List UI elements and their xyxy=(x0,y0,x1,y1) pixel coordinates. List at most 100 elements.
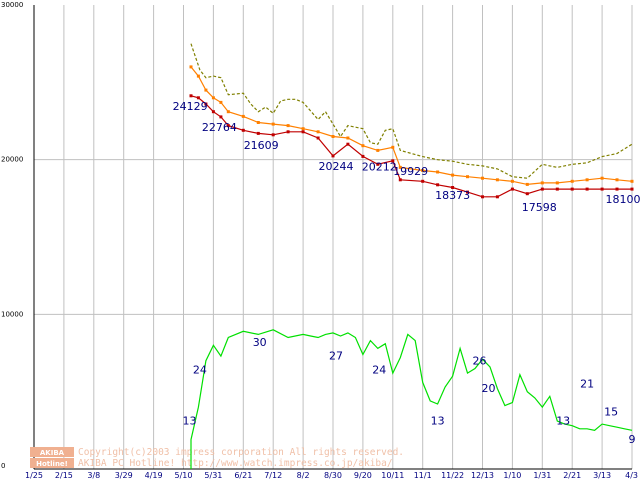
high-price-line xyxy=(190,43,633,179)
average-price-point xyxy=(301,127,305,131)
average-price-point xyxy=(256,121,260,124)
average-price-point xyxy=(331,135,335,138)
average-price-point xyxy=(226,110,230,114)
average-price-point xyxy=(219,100,223,104)
low-price-point xyxy=(615,187,619,191)
low-price-point xyxy=(286,130,290,134)
low-price-point xyxy=(361,154,365,158)
low-price-point xyxy=(525,192,529,196)
low-price-point xyxy=(570,187,574,191)
low-price-point xyxy=(495,195,499,199)
shop-count-line xyxy=(190,329,633,469)
x-tick-label: 9/20 xyxy=(354,471,372,480)
x-tick-label: 2/15 xyxy=(55,471,73,480)
low-price-point xyxy=(540,187,544,191)
low-price-point xyxy=(600,187,604,191)
average-price-point xyxy=(241,114,245,118)
average-price-point xyxy=(376,148,380,152)
low-price-point xyxy=(630,187,634,191)
y-tick-label: 20000 xyxy=(1,156,23,164)
count-data-label: 9 xyxy=(629,433,636,446)
low-price-point xyxy=(196,96,200,100)
logo-top-text: AKIBA xyxy=(40,449,65,457)
average-price-point xyxy=(398,165,402,169)
price-data-label: 17598 xyxy=(522,201,557,214)
average-price-point xyxy=(510,179,514,183)
low-price-point xyxy=(391,159,395,163)
average-price-point xyxy=(271,122,275,126)
copyright-text: Copyright(c)2003 impress corporation All… xyxy=(78,447,404,458)
price-data-label: 18373 xyxy=(435,189,470,202)
low-price-point xyxy=(451,186,455,189)
logo-bottom-text: Hotline! xyxy=(36,460,68,468)
average-price-point xyxy=(525,182,529,186)
average-price-point xyxy=(600,176,604,180)
axes xyxy=(33,5,632,470)
price-data-label: 24129 xyxy=(173,100,208,113)
count-data-label: 13 xyxy=(183,415,197,428)
average-price-point xyxy=(451,173,455,177)
price-data-label: 22764 xyxy=(202,121,237,134)
low-price-point xyxy=(398,178,402,182)
x-tick-label: 7/12 xyxy=(264,471,282,480)
average-price-point xyxy=(421,169,425,172)
price-data-label: 19929 xyxy=(393,165,428,178)
average-price-point xyxy=(196,74,200,78)
low-price-point xyxy=(211,110,215,114)
low-price-point xyxy=(226,124,230,128)
average-price-point xyxy=(361,144,365,148)
low-price-point xyxy=(301,130,305,134)
count-data-label: 26 xyxy=(473,354,487,367)
logo-bottom-box xyxy=(30,458,74,468)
price-data-label: 20244 xyxy=(319,160,354,173)
average-price-point xyxy=(495,178,499,182)
x-tick-label: 8/2 xyxy=(297,471,310,480)
grid-lines xyxy=(34,5,633,469)
site-url-text: AKIBA PC Hotline! http://www.watch.impre… xyxy=(78,458,393,469)
x-tick-label: 11/22 xyxy=(441,471,464,480)
average-price-point xyxy=(481,176,484,180)
low-price-point xyxy=(481,195,484,199)
x-tick-label: 1/25 xyxy=(25,471,43,480)
count-data-label: 21 xyxy=(580,378,594,391)
low-price-point xyxy=(204,102,208,106)
low-price-point xyxy=(376,162,380,166)
x-tick-label: 6/21 xyxy=(234,471,252,480)
x-tick-label: 3/13 xyxy=(593,471,611,480)
count-data-label: 20 xyxy=(482,382,496,395)
x-tick-label: 12/13 xyxy=(471,471,494,480)
low-price-point xyxy=(421,179,425,183)
x-tick-label: 4/19 xyxy=(145,471,163,480)
low-price-point xyxy=(256,131,260,135)
x-tick-label: 11/1 xyxy=(414,471,432,480)
x-tick-label: 2/21 xyxy=(563,471,581,480)
data-series xyxy=(189,43,634,469)
low-price-point xyxy=(241,128,245,132)
x-tick-label: 10/11 xyxy=(381,471,404,480)
low-price-point xyxy=(271,133,275,137)
average-price-point xyxy=(436,170,440,174)
count-data-label: 30 xyxy=(253,336,267,349)
price-data-label: 18100 xyxy=(606,193,640,206)
average-price-point xyxy=(189,65,193,69)
y-tick-label: 10000 xyxy=(1,310,23,318)
average-price-point xyxy=(211,96,215,100)
average-price-point xyxy=(585,178,589,182)
count-data-label: 13 xyxy=(556,415,570,428)
average-price-point xyxy=(630,179,634,183)
x-tick-label: 5/31 xyxy=(204,471,222,480)
average-price-point xyxy=(615,178,619,182)
count-data-label: 24 xyxy=(193,364,207,377)
low-price-point xyxy=(346,142,350,146)
x-tick-label: 1/31 xyxy=(533,471,551,480)
price-data-label: 21609 xyxy=(244,139,279,152)
logo-top-box xyxy=(30,447,74,457)
count-data-label: 24 xyxy=(372,364,386,377)
average-price-point xyxy=(286,124,290,128)
average-price-point xyxy=(316,130,320,134)
low-price-point xyxy=(555,187,559,191)
low-price-point xyxy=(510,187,514,191)
count-data-label: 27 xyxy=(329,350,343,363)
